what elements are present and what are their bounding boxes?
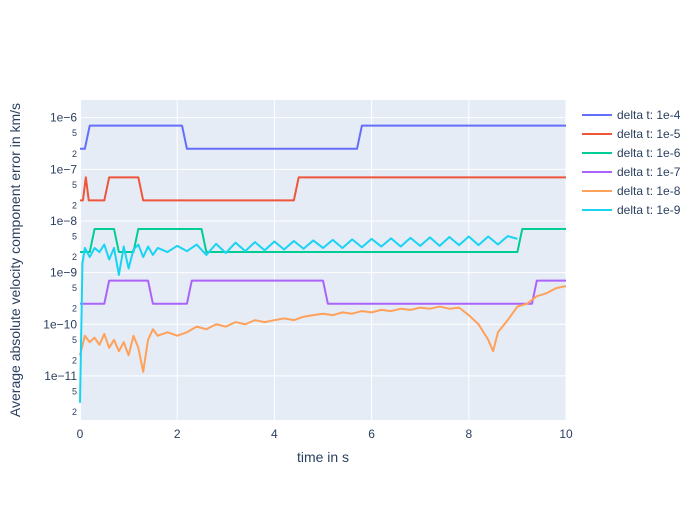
y-tick-label-0: 1e−6 — [50, 111, 77, 125]
series-line-6 — [79, 235, 518, 403]
series-line-5 — [79, 285, 567, 373]
series-group — [79, 124, 567, 403]
legend-label-5: delta t: 1e-8 — [617, 184, 681, 198]
legend-label-6: delta t: 1e-9 — [617, 203, 681, 217]
grid-lines — [79, 100, 567, 420]
legend: delta t: 1e-4 delta t: 1e-5 delta t: 1e-6 d… — [582, 108, 681, 217]
y-tick-label-2: 1e−8 — [50, 214, 77, 228]
y-minor-tick-label-11: 2 — [72, 407, 77, 417]
x-tick-label-3: 6 — [368, 427, 375, 441]
series-line-1 — [80, 124, 566, 150]
x-tick-label-4: 8 — [465, 427, 472, 441]
x-tick-label-2: 4 — [271, 427, 278, 441]
y-minor-tick-label-0: 5 — [72, 128, 77, 138]
legend-label-1: delta t: 1e-4 — [617, 108, 681, 122]
x-tick-label-5: 10 — [559, 427, 573, 441]
y-tick-label-5: 1e−11 — [44, 369, 77, 383]
y-minor-tick-label-10: 5 — [72, 386, 77, 396]
x-tick-label-0: 0 — [77, 427, 84, 441]
legend-label-2: delta t: 1e-5 — [617, 127, 681, 141]
y-tick-label-3: 1e−9 — [50, 266, 77, 280]
x-tick-label-1: 2 — [174, 427, 181, 441]
x-axis-ticks: 0 2 4 6 8 10 — [77, 427, 573, 441]
y-minor-tick-label-5: 2 — [72, 252, 77, 262]
plot-background — [80, 100, 566, 420]
y-minor-tick-label-2: 5 — [72, 180, 77, 190]
y-minor-tick-label-1: 2 — [72, 149, 77, 159]
y-minor-tick-label-6: 5 — [72, 283, 77, 293]
y-minor-tick-label-9: 2 — [72, 355, 77, 365]
y-axis-ticks: 1e−6 1e−7 1e−8 1e−9 1e−10 1e−11 5 2 5 2 5 2 5 2 5 2 5 2 — [43, 111, 77, 417]
x-axis-title: time in s — [297, 449, 349, 465]
legend-label-4: delta t: 1e-7 — [617, 165, 681, 179]
y-axis-title: Average absolute velocity component erro… — [7, 103, 23, 417]
y-minor-tick-label-8: 5 — [72, 335, 77, 345]
series-line-3 — [80, 227, 566, 254]
series-line-2 — [80, 176, 566, 202]
y-tick-label-4: 1e−10 — [43, 317, 77, 331]
y-minor-tick-label-7: 2 — [72, 304, 77, 314]
legend-label-3: delta t: 1e-6 — [617, 146, 681, 160]
y-tick-label-1: 1e−7 — [50, 162, 77, 176]
y-minor-tick-label-3: 2 — [72, 200, 77, 210]
y-minor-tick-label-4: 5 — [72, 232, 77, 242]
